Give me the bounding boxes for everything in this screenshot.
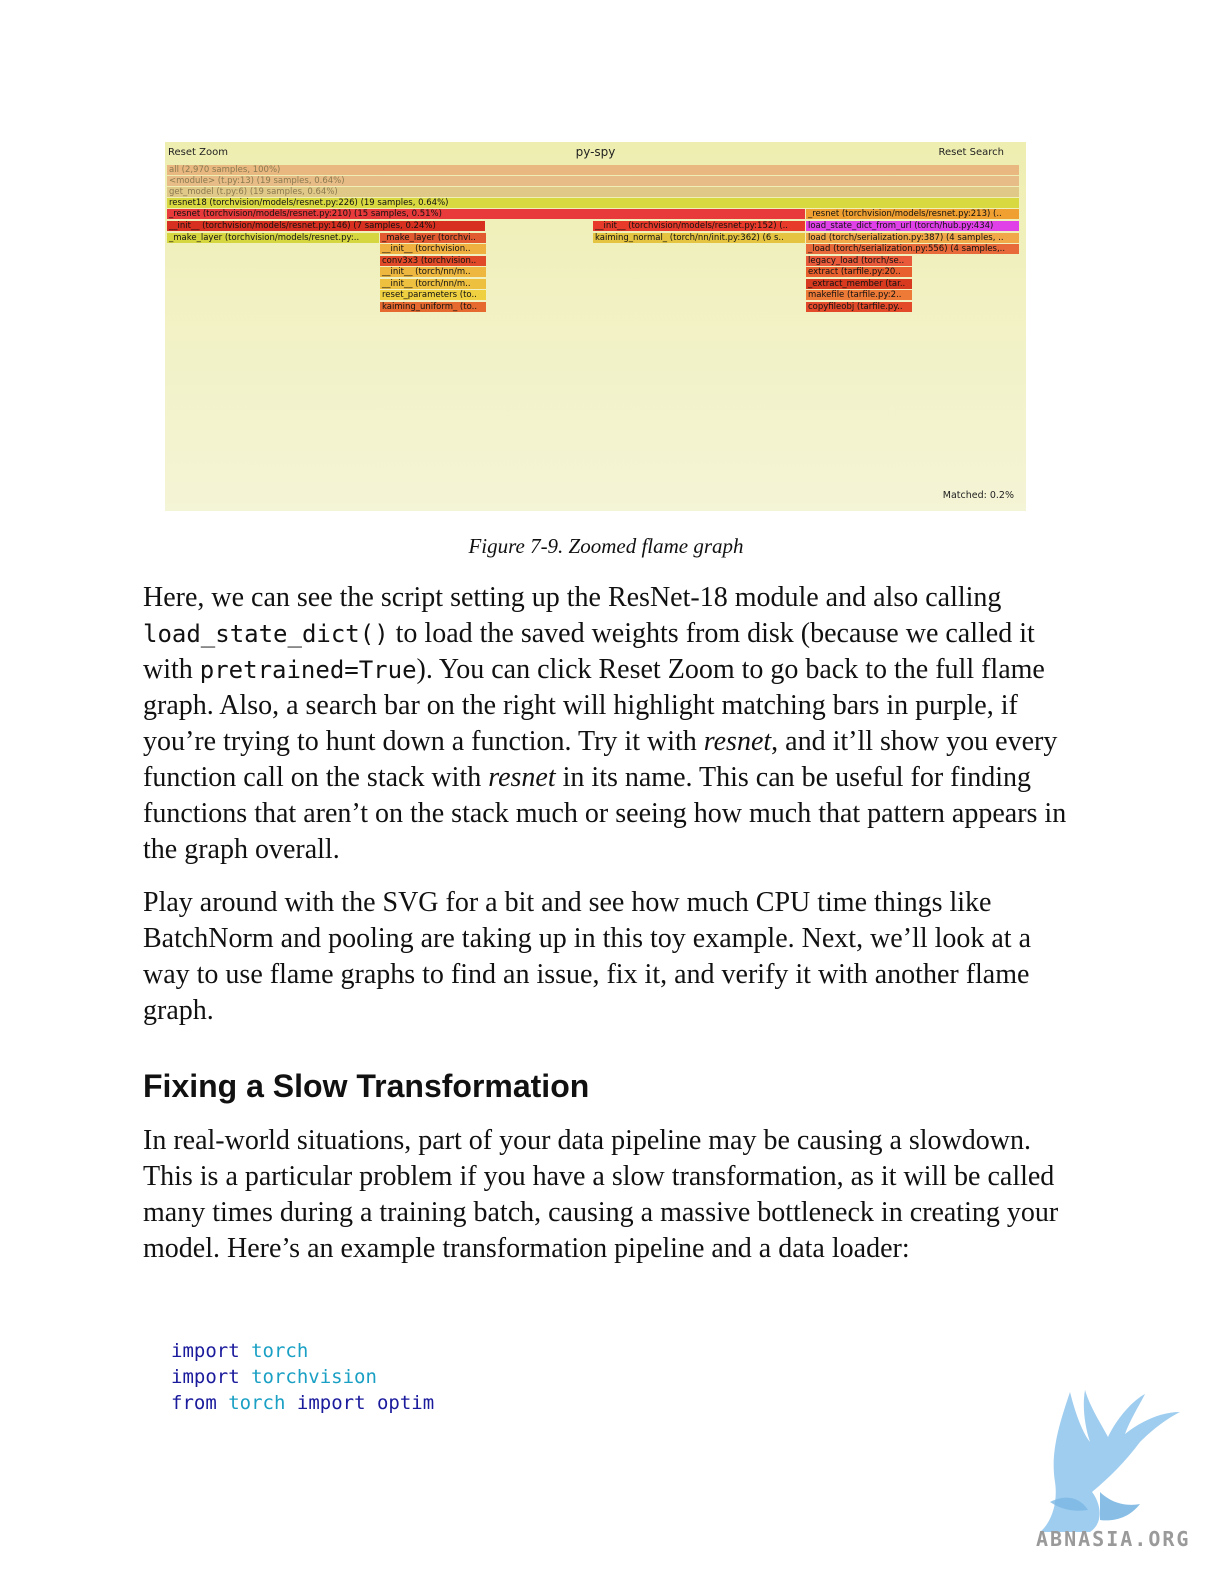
text: ). You can click Reset Zoom to go back t… [143, 654, 1045, 757]
flame-bar[interactable]: extract (tarfile.py:20.. [806, 267, 912, 277]
flame-bar[interactable]: copyfileobj (tarfile.py.. [806, 302, 912, 312]
section-heading: Fixing a Slow Transformation [143, 1068, 590, 1104]
flame-bar[interactable]: __init__ (torch/nn/m.. [380, 279, 486, 289]
griffin-logo-icon [1040, 1390, 1180, 1532]
watermark-text: ABNASIA.ORG [1036, 1527, 1191, 1551]
flame-graph-title: py-spy [575, 145, 616, 159]
flame-bar[interactable]: kaiming_uniform_ (to.. [380, 302, 486, 312]
code-keyword: import [171, 1366, 240, 1388]
flame-bar[interactable]: _resnet (torchvision/models/resnet.py:21… [167, 209, 805, 219]
paragraph: In real-world situations, part of your d… [143, 1125, 1059, 1264]
code-block: import torch import torchvision from tor… [171, 1338, 434, 1416]
emphasis: resnet [488, 762, 556, 793]
flame-bar[interactable]: __init__ (torchvision/models/resnet.py:1… [167, 221, 485, 231]
paragraph: Play around with the SVG for a bit and s… [143, 887, 1032, 1026]
code-module: torch [251, 1340, 309, 1362]
reset-zoom-button[interactable]: Reset Zoom [168, 147, 228, 158]
emphasis: resnet [703, 726, 772, 757]
flame-bar[interactable]: legacy_load (torch/se.. [806, 256, 912, 266]
figure-caption: Figure 7-9. Zoomed flame graph [468, 534, 744, 558]
reset-search-button[interactable]: Reset Search [938, 147, 1004, 158]
flame-bar[interactable]: _make_layer (torchvision/models/resnet.p… [167, 233, 379, 243]
flame-bar[interactable]: __init__ (torch/nn/m.. [380, 267, 486, 277]
flame-bar[interactable]: _make_layer (torchvi.. [380, 233, 486, 243]
text: to load the saved weights from disk (bec… [143, 618, 1035, 685]
flame-bar-search-match[interactable]: load_state_dict_from_url (torch/hub.py:4… [806, 221, 1019, 231]
flame-bar[interactable]: all (2,970 samples, 100%) [167, 165, 1019, 175]
flame-bar[interactable]: <module> (t.py:13) (19 samples, 0.64%) [167, 176, 1019, 186]
text: Here, we can see the script setting up t… [143, 582, 1002, 613]
inline-code: pretrained=True [199, 656, 417, 684]
flame-bar[interactable]: __init__ (torchvision/models/resnet.py:1… [593, 221, 805, 231]
code-keyword: import [296, 1392, 366, 1414]
text: in its name. This can be useful for find… [143, 762, 1067, 865]
code-keyword: from [171, 1392, 217, 1414]
inline-code: load_state_dict() [143, 620, 389, 648]
code-module: torch [228, 1392, 286, 1414]
flame-graph-figure: Reset Zoom py-spy Reset Search all (2,97… [165, 142, 1026, 511]
text: , and it’ll show you every function call… [143, 726, 1058, 793]
flame-bar[interactable]: _load (torch/serialization.py:556) (4 sa… [806, 244, 1019, 254]
flame-bar[interactable]: _extract_member (tar.. [806, 279, 912, 289]
code-name: optim [376, 1392, 435, 1414]
paragraph: Here, we can see the script setting up t… [143, 580, 1073, 868]
flame-bar[interactable]: __init__ (torchvision.. [380, 244, 486, 254]
flame-bar[interactable]: get_model (t.py:6) (19 samples, 0.64%) [167, 187, 1019, 197]
flame-bar[interactable]: reset_parameters (to.. [380, 290, 486, 300]
flame-bar[interactable]: kaiming_normal_ (torch/nn/init.py:362) (… [593, 233, 805, 243]
flame-bar[interactable]: load (torch/serialization.py:387) (4 sam… [806, 233, 1019, 243]
matched-percentage: Matched: 0.2% [942, 490, 1014, 501]
flame-bar[interactable]: conv3x3 (torchvision.. [380, 256, 486, 266]
code-keyword: import [171, 1340, 240, 1362]
flame-bar[interactable]: makefile (tarfile.py:2.. [806, 290, 912, 300]
flame-bar[interactable]: resnet18 (torchvision/models/resnet.py:2… [167, 198, 1019, 208]
code-module: torchvision [251, 1366, 377, 1388]
flame-bar[interactable]: _resnet (torchvision/models/resnet.py:21… [806, 209, 1019, 219]
